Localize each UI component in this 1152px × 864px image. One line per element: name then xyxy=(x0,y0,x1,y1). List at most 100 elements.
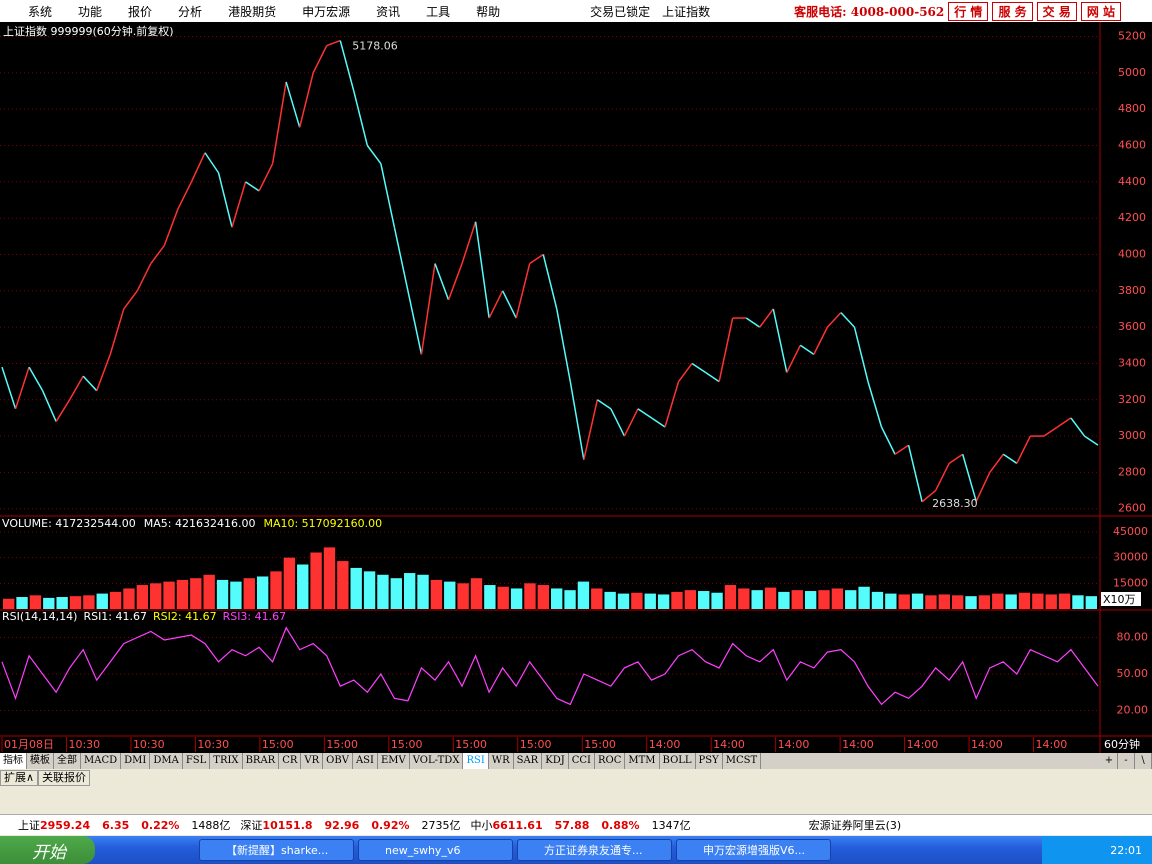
volume-bar xyxy=(29,595,42,609)
indicator-tab[interactable]: ROC xyxy=(595,753,626,769)
volume-bar xyxy=(845,590,857,609)
indicator-tab[interactable]: VR xyxy=(301,753,324,769)
y-tick-label: 3600 xyxy=(1118,320,1146,333)
start-button[interactable]: 开始 xyxy=(0,836,95,864)
task-button[interactable]: 方正证券泉友通专... xyxy=(517,839,672,861)
volume-bar xyxy=(123,588,135,609)
tab-tool[interactable]: + xyxy=(1101,753,1118,769)
menu-item[interactable]: 分析 xyxy=(178,4,203,19)
indicator-tab[interactable]: DMA xyxy=(150,753,183,769)
menu-item[interactable]: 资讯 xyxy=(376,4,401,19)
indicator-tab[interactable]: MCST xyxy=(723,753,762,769)
task-button[interactable]: new_swhy_v6 xyxy=(358,839,513,861)
price-segment xyxy=(583,399,599,460)
menu-item[interactable]: 帮助 xyxy=(476,4,501,19)
index-amount: 1347亿 xyxy=(651,819,691,832)
indicator-tab[interactable]: MACD xyxy=(81,753,122,769)
indicator-tab[interactable]: FSL xyxy=(183,753,211,769)
indicator-tab[interactable]: TRIX xyxy=(210,753,243,769)
index-pct: 0.22% xyxy=(141,818,180,832)
price-segment xyxy=(447,263,463,301)
sub-tab[interactable]: 关联报价 xyxy=(38,770,91,786)
indicator-tab[interactable]: KDJ xyxy=(542,753,569,769)
indicator-tab[interactable]: MTM xyxy=(625,753,660,769)
y-tick-label: 80.00 xyxy=(1117,631,1149,644)
volume-bar xyxy=(83,595,95,609)
time-label: 10:30 xyxy=(68,738,100,751)
task-button[interactable]: 【新提醒】sharke... xyxy=(199,839,354,861)
price-segment xyxy=(853,326,869,382)
indicator-tab[interactable]: ASI xyxy=(353,753,378,769)
volume-bar xyxy=(951,595,964,609)
indicator-tab[interactable]: OBV xyxy=(323,753,353,769)
chart-title: 上证指数 999999(60分钟.前复权) xyxy=(3,24,174,38)
chart: 上证指数 999999(60分钟.前复权) 2600 2800 3000 3200 340… xyxy=(0,22,1152,753)
y-tick-label: 4400 xyxy=(1118,175,1146,188)
time-label: 14:00 xyxy=(649,738,681,751)
indicator-tab[interactable]: CCI xyxy=(569,753,595,769)
menu-item[interactable]: 报价 xyxy=(128,4,153,19)
menu-item[interactable]: 港股期货 xyxy=(228,4,277,19)
volume-bar xyxy=(323,547,336,609)
price-segment xyxy=(961,454,977,502)
price-segment xyxy=(596,399,612,410)
price-segment xyxy=(542,254,558,310)
volume-bar xyxy=(69,596,82,609)
price-segment xyxy=(136,263,152,292)
top-button[interactable]: 交 易 xyxy=(1036,1,1077,21)
y-tick-label: 20.00 xyxy=(1117,704,1149,717)
indicator-tab[interactable]: 指标 xyxy=(0,753,27,769)
tab-tool[interactable]: \ xyxy=(1135,753,1152,769)
price-segment xyxy=(718,317,734,382)
volume-bar xyxy=(938,594,950,609)
indicator-tab[interactable]: RSI xyxy=(463,753,489,769)
indicator-tab[interactable]: 全部 xyxy=(54,753,81,769)
y-tick-label: 3200 xyxy=(1118,393,1146,406)
price-segment xyxy=(407,290,423,355)
price-segment xyxy=(312,45,328,74)
indicator-tab[interactable]: PSY xyxy=(696,753,723,769)
task-button[interactable]: 申万宏源增强版V6... xyxy=(676,839,831,861)
menu-item[interactable]: 申万宏源 xyxy=(302,4,351,19)
price-segment xyxy=(989,453,1004,473)
indicator-tab[interactable]: CR xyxy=(279,753,302,769)
top-button[interactable]: 行 情 xyxy=(948,1,989,21)
volume-bar xyxy=(470,578,483,609)
price-segment xyxy=(651,417,666,428)
volume-bar xyxy=(524,583,536,609)
volume-bar xyxy=(818,590,830,609)
volume-bar xyxy=(911,593,924,609)
index-change: 6.35 xyxy=(102,818,130,832)
price-segment xyxy=(867,381,883,428)
period-label: 60分钟 xyxy=(1104,737,1140,751)
y-tick-label: 4200 xyxy=(1118,211,1146,224)
menu-item[interactable]: 工具 xyxy=(426,4,451,19)
y-tick-label: 4600 xyxy=(1118,139,1146,152)
price-segment xyxy=(1002,453,1018,464)
indicator-tab[interactable]: BRAR xyxy=(243,753,280,769)
indicator-tab[interactable]: BOLL xyxy=(660,753,696,769)
indicator-tab[interactable]: VOL-TDX xyxy=(410,753,464,769)
top-button[interactable]: 网 站 xyxy=(1080,1,1121,21)
menu-item[interactable]: 系统 xyxy=(28,4,53,19)
volume-bar xyxy=(56,597,68,609)
price-segment xyxy=(677,362,693,383)
price-segment xyxy=(366,145,382,165)
price-segment xyxy=(515,263,531,319)
price-segment xyxy=(461,221,477,264)
volume-bar xyxy=(871,591,884,609)
indicator-tab[interactable]: SAR xyxy=(514,753,543,769)
tab-tool[interactable]: - xyxy=(1118,753,1135,769)
price-segment xyxy=(772,308,788,373)
hotline: 客服电话: 4008-000-562 xyxy=(794,4,945,19)
indicator-tab[interactable]: DMI xyxy=(121,753,151,769)
price-segment xyxy=(380,163,396,228)
tray: 22:01 xyxy=(1042,836,1152,864)
top-button[interactable]: 服 务 xyxy=(992,1,1033,21)
sub-tab[interactable]: 扩展∧ xyxy=(0,770,39,786)
volume-bar xyxy=(577,581,590,609)
indicator-tab[interactable]: EMV xyxy=(378,753,410,769)
indicator-tab[interactable]: WR xyxy=(489,753,514,769)
menu-item[interactable]: 功能 xyxy=(78,4,103,19)
indicator-tab[interactable]: 模板 xyxy=(27,753,54,769)
